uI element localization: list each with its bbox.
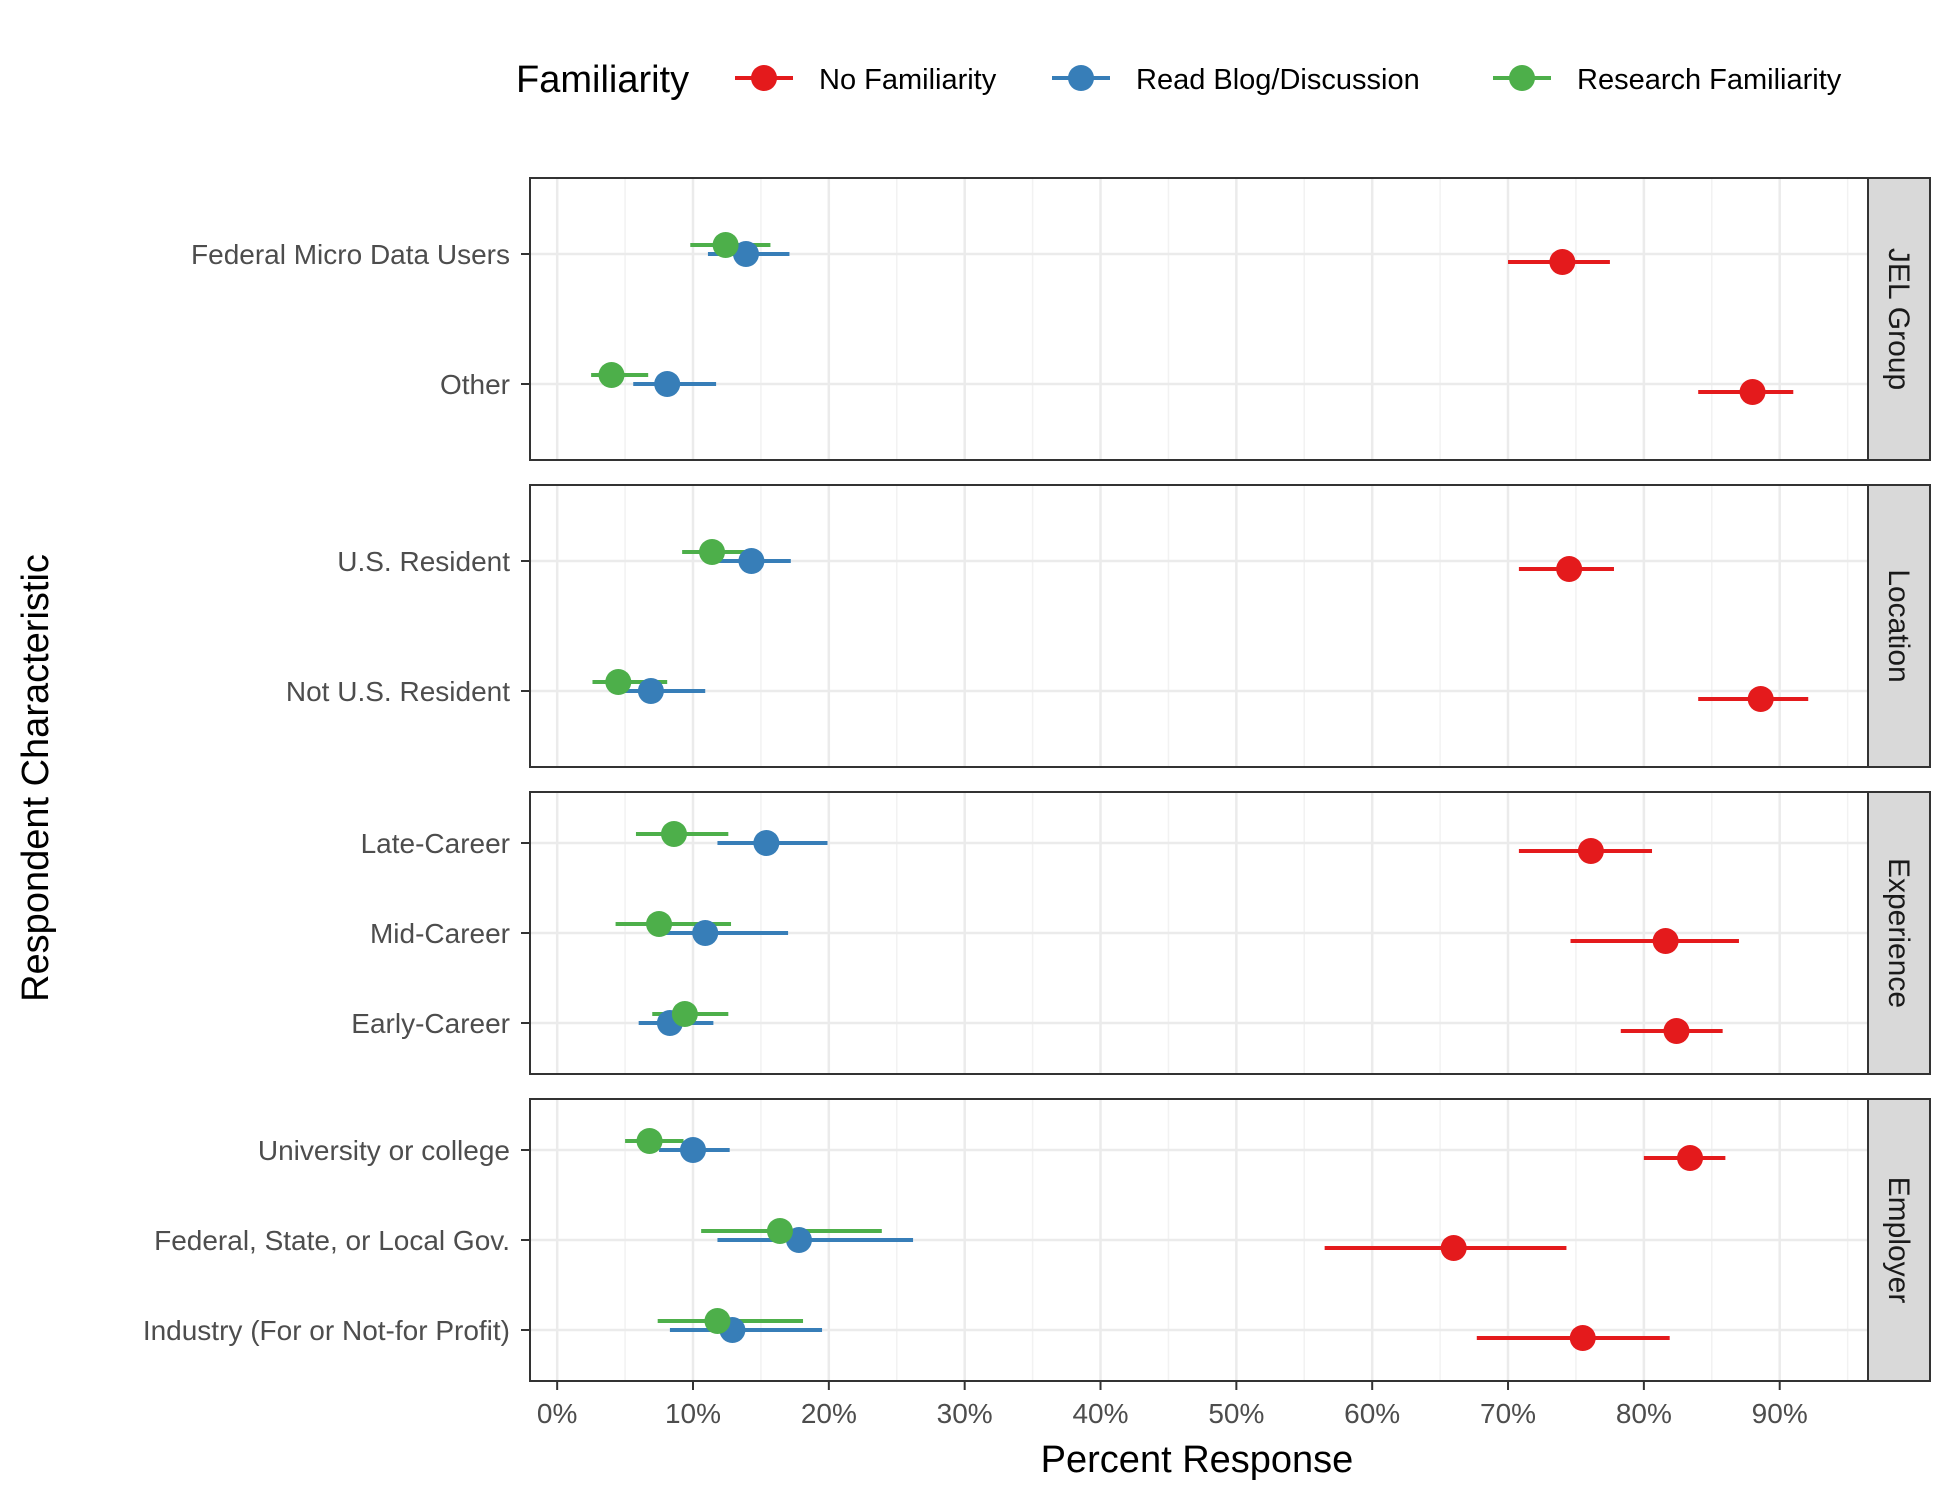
legend: Familiarity No Familiarity Read Blog/Disc… xyxy=(516,59,1842,101)
x-tick-label: 40% xyxy=(1072,1398,1128,1429)
data-point xyxy=(636,1128,663,1154)
x-tick-label: 30% xyxy=(937,1398,993,1429)
data-point xyxy=(1556,556,1583,582)
y-tick-label: Late-Career xyxy=(361,828,510,859)
data-point xyxy=(654,371,681,397)
legend-key-point xyxy=(1509,65,1535,91)
data-point xyxy=(1739,379,1766,405)
facet-panel: U.S. Resident Not U.S. Resident Location xyxy=(286,484,1931,768)
facet-panel: University or college Federal, State, or … xyxy=(143,1098,1931,1382)
data-point xyxy=(732,241,759,267)
legend-label: No Familiarity xyxy=(819,64,997,96)
data-point xyxy=(680,1137,707,1163)
y-axis-title: Respondent Characteristic xyxy=(15,554,57,1002)
data-point xyxy=(699,539,726,565)
legend-title: Familiarity xyxy=(516,59,689,101)
data-point xyxy=(738,548,765,574)
data-point xyxy=(692,920,719,946)
data-point xyxy=(646,911,673,937)
data-point xyxy=(704,1308,731,1334)
facet-panel: Late-Career Mid-Career Early-Career Experie… xyxy=(351,791,1931,1075)
data-point xyxy=(1663,1018,1690,1044)
x-tick-label: 90% xyxy=(1752,1398,1808,1429)
y-tick-label: Federal, State, or Local Gov. xyxy=(154,1225,510,1256)
data-point xyxy=(637,678,664,704)
data-point xyxy=(660,821,687,847)
y-tick-label: University or college xyxy=(258,1135,510,1166)
y-tick-label: Mid-Career xyxy=(370,918,510,949)
data-point xyxy=(1677,1145,1704,1171)
facet-strip-label: Employer xyxy=(1882,1177,1915,1304)
y-tick-label: Not U.S. Resident xyxy=(286,676,510,707)
legend-item: Research Familiarity xyxy=(1493,64,1842,96)
legend-label: Research Familiarity xyxy=(1577,64,1842,96)
data-point xyxy=(1440,1235,1467,1261)
data-point xyxy=(605,669,632,695)
x-axis-title: Percent Response xyxy=(1041,1439,1354,1481)
panel-background xyxy=(530,178,1868,460)
facet-strip-label: Experience xyxy=(1882,858,1915,1008)
legend-key-point xyxy=(1068,65,1094,91)
data-point xyxy=(1747,686,1774,712)
x-tick-label: 70% xyxy=(1480,1398,1536,1429)
x-axis: 0% 10% 20% 30% 40% 50% 60% 70% 80% 90% xyxy=(537,1381,1808,1429)
x-tick-label: 0% xyxy=(537,1398,577,1429)
x-tick-label: 60% xyxy=(1344,1398,1400,1429)
x-tick-label: 20% xyxy=(801,1398,857,1429)
data-point xyxy=(598,362,625,388)
data-point xyxy=(1569,1325,1596,1351)
legend-item: No Familiarity xyxy=(735,64,997,96)
data-point xyxy=(1577,838,1604,864)
y-tick-label: Early-Career xyxy=(351,1008,510,1039)
y-tick-label: Federal Micro Data Users xyxy=(191,239,510,270)
facet-strip xyxy=(1867,177,1931,461)
x-tick-label: 10% xyxy=(665,1398,721,1429)
y-tick-label: U.S. Resident xyxy=(337,546,510,577)
facet-panel: Federal Micro Data Users Other JEL Group xyxy=(191,177,1931,461)
y-tick-label: Industry (For or Not-for Profit) xyxy=(143,1315,510,1346)
facet-strip-label: JEL Group xyxy=(1882,248,1915,390)
data-point xyxy=(1549,249,1576,275)
panel-background xyxy=(530,485,1868,767)
legend-label: Read Blog/Discussion xyxy=(1136,64,1420,96)
facet-strip xyxy=(1867,1098,1931,1382)
facet-strip xyxy=(1867,484,1931,768)
legend-item: Read Blog/Discussion xyxy=(1052,64,1420,96)
x-tick-label: 50% xyxy=(1208,1398,1264,1429)
data-point xyxy=(753,830,780,856)
facet-strip xyxy=(1867,791,1931,1075)
data-point xyxy=(766,1218,793,1244)
facet-strip-label: Location xyxy=(1882,569,1915,682)
data-point xyxy=(712,232,739,258)
y-tick-label: Other xyxy=(440,369,510,400)
data-point xyxy=(671,1001,698,1027)
data-point xyxy=(1652,928,1679,954)
legend-key-point xyxy=(751,65,777,91)
facet-panels: Federal Micro Data Users Other JEL Group U.… xyxy=(143,177,1931,1382)
x-tick-label: 80% xyxy=(1616,1398,1672,1429)
